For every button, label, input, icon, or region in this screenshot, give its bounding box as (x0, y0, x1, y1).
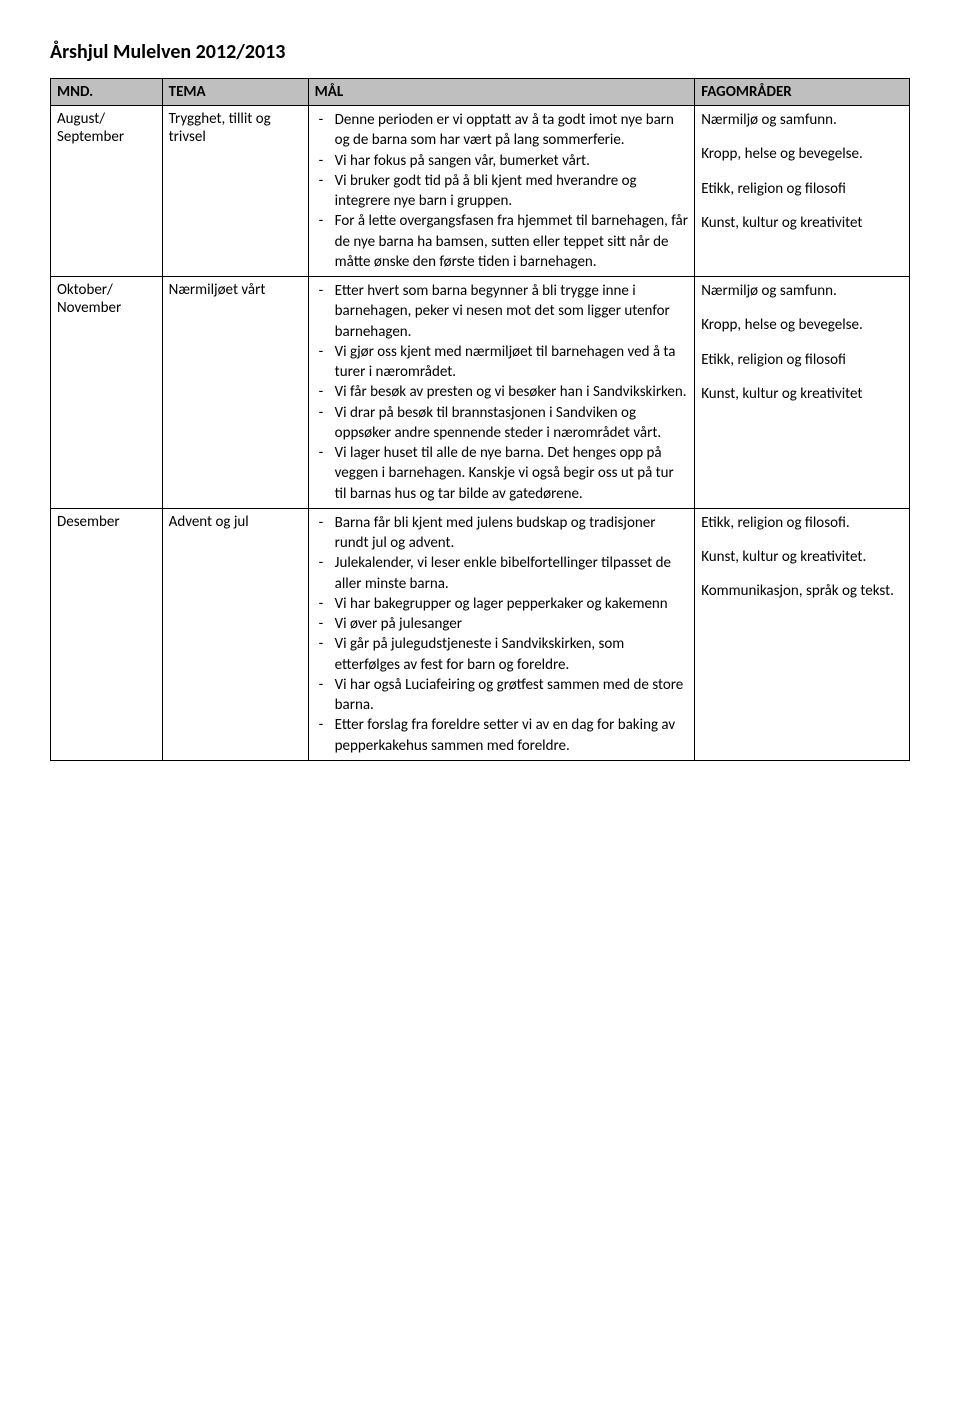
cell-mnd: Desember (51, 508, 163, 760)
cell-mal: Denne perioden er vi opptatt av å ta god… (308, 106, 695, 277)
list-item: Etter hvert som barna begynner å bli try… (331, 281, 689, 342)
fag-item: Kommunikasjon, språk og tekst. (701, 581, 903, 601)
table-row: August/ SeptemberTrygghet, tillit og tri… (51, 106, 910, 277)
mal-list: Barna får bli kjent med julens budskap o… (315, 513, 689, 756)
list-item: Vi får besøk av presten og vi besøker ha… (331, 382, 689, 402)
fag-item: Etikk, religion og filosofi (701, 350, 903, 370)
page-title: Årshjul Mulelven 2012/2013 (50, 40, 910, 64)
fag-item: Kropp, helse og bevegelse. (701, 315, 903, 335)
list-item: Vi lager huset til alle de nye barna. De… (331, 443, 689, 504)
col-mnd: MND. (51, 79, 163, 106)
fag-item: Etikk, religion og filosofi (701, 179, 903, 199)
list-item: Vi gjør oss kjent med nærmiljøet til bar… (331, 342, 689, 383)
cell-tema: Nærmiljøet vårt (162, 277, 308, 509)
cell-mnd: August/ September (51, 106, 163, 277)
col-tema: TEMA (162, 79, 308, 106)
list-item: Barna får bli kjent med julens budskap o… (331, 513, 689, 554)
mal-list: Etter hvert som barna begynner å bli try… (315, 281, 689, 504)
list-item: Vi drar på besøk til brannstasjonen i Sa… (331, 403, 689, 444)
list-item: Vi har også Luciafeiring og grøtfest sam… (331, 675, 689, 716)
list-item: Vi har fokus på sangen vår, bumerket vår… (331, 151, 689, 171)
fag-item: Etikk, religion og filosofi. (701, 513, 903, 533)
table-header-row: MND. TEMA MÅL FAGOMRÅDER (51, 79, 910, 106)
list-item: Vi bruker godt tid på å bli kjent med hv… (331, 171, 689, 212)
cell-tema: Trygghet, tillit og trivsel (162, 106, 308, 277)
list-item: Vi øver på julesanger (331, 614, 689, 634)
cell-fag: Etikk, religion og filosofi. Kunst, kultu… (695, 508, 910, 760)
mal-list: Denne perioden er vi opptatt av å ta god… (315, 110, 689, 272)
cell-fag: Nærmiljø og samfunn. Kropp, helse og beve… (695, 106, 910, 277)
list-item: Julekalender, vi leser enkle bibelfortel… (331, 553, 689, 594)
fag-item: Nærmiljø og samfunn. (701, 110, 903, 130)
list-item: Vi har bakegrupper og lager pepperkaker … (331, 594, 689, 614)
col-mal: MÅL (308, 79, 695, 106)
cell-mnd: Oktober/ November (51, 277, 163, 509)
table-row: DesemberAdvent og jul Barna får bli kjent… (51, 508, 910, 760)
cell-mal: Barna får bli kjent med julens budskap o… (308, 508, 695, 760)
fag-item: Kropp, helse og bevegelse. (701, 144, 903, 164)
col-fag: FAGOMRÅDER (695, 79, 910, 106)
list-item: Etter forslag fra foreldre setter vi av … (331, 715, 689, 756)
fag-item: Nærmiljø og samfunn. (701, 281, 903, 301)
arshjul-table: MND. TEMA MÅL FAGOMRÅDER August/ Septemb… (50, 78, 910, 761)
list-item: For å lette overgangsfasen fra hjemmet t… (331, 211, 689, 272)
list-item: Vi går på julegudstjeneste i Sandvikskir… (331, 634, 689, 675)
fag-item: Kunst, kultur og kreativitet. (701, 547, 903, 567)
table-row: Oktober/ NovemberNærmiljøet vårt Etter hv… (51, 277, 910, 509)
fag-item: Kunst, kultur og kreativitet (701, 384, 903, 404)
cell-mal: Etter hvert som barna begynner å bli try… (308, 277, 695, 509)
fag-item: Kunst, kultur og kreativitet (701, 213, 903, 233)
list-item: Denne perioden er vi opptatt av å ta god… (331, 110, 689, 151)
cell-tema: Advent og jul (162, 508, 308, 760)
cell-fag: Nærmiljø og samfunn. Kropp, helse og beve… (695, 277, 910, 509)
